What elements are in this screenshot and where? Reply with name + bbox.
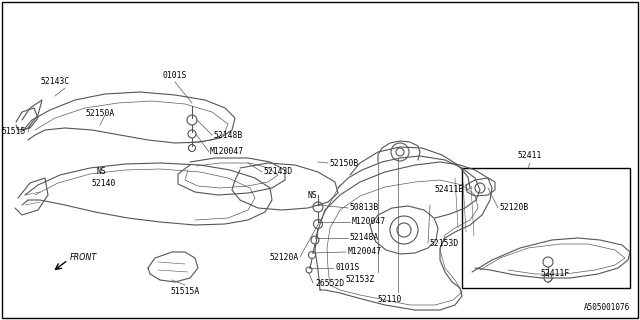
Text: M120047: M120047 [352, 218, 386, 227]
Text: 52143C: 52143C [40, 77, 70, 86]
Text: 52110: 52110 [378, 295, 402, 304]
Text: 52120B: 52120B [500, 204, 529, 212]
Text: 26552D: 26552D [315, 278, 344, 287]
Text: 52153D: 52153D [430, 239, 460, 249]
Text: 52143D: 52143D [263, 167, 292, 177]
Text: 52150B: 52150B [330, 158, 359, 167]
Text: 52150A: 52150A [85, 109, 115, 118]
Text: M120047: M120047 [210, 148, 244, 156]
Text: 50813B: 50813B [350, 204, 380, 212]
Text: 52148A: 52148A [350, 234, 380, 243]
Text: 52153Z: 52153Z [346, 275, 374, 284]
Text: A505001076: A505001076 [584, 303, 630, 312]
Text: NS: NS [308, 191, 317, 201]
Text: M120047: M120047 [348, 247, 382, 257]
Text: 51515: 51515 [2, 127, 26, 137]
Text: 52148B: 52148B [213, 131, 243, 140]
Text: FRONT: FRONT [70, 253, 97, 262]
Text: NS: NS [96, 166, 106, 175]
Text: 52411E: 52411E [435, 186, 464, 195]
Text: 52411F: 52411F [540, 269, 570, 278]
Text: 52140: 52140 [92, 179, 116, 188]
Text: 51515A: 51515A [170, 287, 200, 296]
Text: 0101S: 0101S [163, 71, 187, 80]
Text: 52411: 52411 [518, 151, 542, 160]
Bar [462, 168, 630, 288]
Text: 0101S: 0101S [335, 263, 360, 273]
Text: 52120A: 52120A [269, 253, 299, 262]
